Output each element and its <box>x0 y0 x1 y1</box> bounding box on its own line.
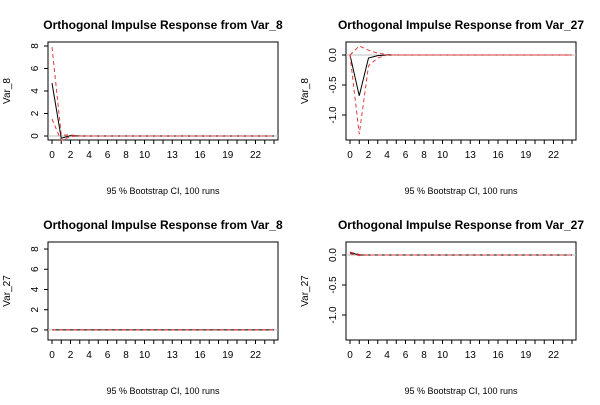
x-tick-label: 0 <box>49 150 55 161</box>
irf-line <box>349 54 572 96</box>
x-tick-label: 4 <box>384 350 390 361</box>
bootstrap-caption: 95 % Bootstrap CI, 100 runs <box>106 186 220 196</box>
irf-panel-3: Orthogonal Impulse Response from Var_8 0 2… <box>2 218 283 396</box>
x-tick-label: 16 <box>492 150 504 161</box>
irf-panel-1: Orthogonal Impulse Response from Var_8 0 2… <box>2 18 283 196</box>
x-tick-label: 4 <box>86 150 92 161</box>
irf-line <box>51 83 274 139</box>
ci-lower-line <box>349 54 572 135</box>
ci-lower-line <box>349 253 572 257</box>
x-tick-label: 10 <box>437 150 449 161</box>
x-tick-label: 10 <box>139 350 151 361</box>
x-tick-label: 8 <box>123 350 129 361</box>
y-axis-label: Var_27 <box>2 275 13 307</box>
irf-panel-2: Orthogonal Impulse Response from Var_27 0… <box>300 18 584 196</box>
x-tick-label: 10 <box>437 350 449 361</box>
x-tick-label: 8 <box>123 150 129 161</box>
y-axis-label: Var_27 <box>300 275 311 307</box>
x-tick-label: 10 <box>139 150 151 161</box>
x-tick-label: 22 <box>548 350 560 361</box>
panel-title: Orthogonal Impulse Response from Var_8 <box>43 218 283 232</box>
y-tick-label: 0 <box>30 327 41 333</box>
plot-frame <box>47 41 279 141</box>
x-tick-label: 19 <box>222 350 234 361</box>
x-tick-label: 16 <box>194 150 206 161</box>
y-tick-label: 0.0 <box>328 48 339 62</box>
x-tick-label: 0 <box>347 150 353 161</box>
x-tick-label: 2 <box>68 350 74 361</box>
x-tick-label: 6 <box>403 350 409 361</box>
plot-frame <box>345 241 577 341</box>
ci-upper-line <box>349 45 572 56</box>
y-tick-label: -1.0 <box>328 106 339 124</box>
x-tick-label: 16 <box>492 350 504 361</box>
x-tick-label: 8 <box>421 350 427 361</box>
bootstrap-caption: 95 % Bootstrap CI, 100 runs <box>404 186 518 196</box>
x-tick-label: 8 <box>421 150 427 161</box>
x-tick-label: 4 <box>384 150 390 161</box>
x-tick-label: 6 <box>105 150 111 161</box>
ci-upper-line <box>51 47 274 137</box>
y-tick-label: 8 <box>30 43 41 49</box>
bootstrap-caption: 95 % Bootstrap CI, 100 runs <box>404 386 518 396</box>
x-tick-label: 19 <box>222 150 234 161</box>
x-tick-label: 4 <box>86 350 92 361</box>
x-tick-label: 2 <box>366 150 372 161</box>
y-tick-label: -0.5 <box>328 76 339 94</box>
y-axis-label: Var_8 <box>2 78 13 104</box>
x-tick-label: 6 <box>105 350 111 361</box>
y-tick-label: 2 <box>30 306 41 312</box>
x-tick-label: 0 <box>49 350 55 361</box>
y-tick-label: 6 <box>30 65 41 71</box>
panel-title: Orthogonal Impulse Response from Var_27 <box>338 18 584 32</box>
y-tick-label: 4 <box>30 88 41 94</box>
y-tick-label: 6 <box>30 266 41 272</box>
irf-panel-4: Orthogonal Impulse Response from Var_27 0… <box>300 218 584 396</box>
panel-title: Orthogonal Impulse Response from Var_8 <box>43 18 283 32</box>
y-tick-label: 4 <box>30 286 41 292</box>
x-tick-label: 19 <box>520 350 532 361</box>
x-tick-label: 0 <box>347 350 353 361</box>
x-tick-label: 22 <box>250 350 262 361</box>
x-tick-label: 2 <box>366 350 372 361</box>
plot-frame <box>47 241 279 341</box>
x-tick-label: 19 <box>520 150 532 161</box>
bootstrap-caption: 95 % Bootstrap CI, 100 runs <box>106 386 220 396</box>
y-tick-label: 8 <box>30 246 41 252</box>
x-tick-label: 13 <box>167 150 179 161</box>
y-tick-label: -0.5 <box>328 276 339 294</box>
x-tick-label: 13 <box>465 150 477 161</box>
y-tick-label: 2 <box>30 110 41 116</box>
x-tick-label: 6 <box>403 150 409 161</box>
y-tick-label: 0 <box>30 133 41 139</box>
x-tick-label: 13 <box>465 350 477 361</box>
x-tick-label: 13 <box>167 350 179 361</box>
x-tick-label: 22 <box>548 150 560 161</box>
ci-lower-line <box>51 118 274 142</box>
y-tick-label: -1.0 <box>328 306 339 324</box>
y-tick-label: 0.0 <box>328 248 339 262</box>
x-tick-label: 16 <box>194 350 206 361</box>
x-tick-label: 22 <box>250 150 262 161</box>
y-axis-label: Var_8 <box>300 78 311 104</box>
panel-title: Orthogonal Impulse Response from Var_27 <box>338 218 584 232</box>
x-tick-label: 2 <box>68 150 74 161</box>
